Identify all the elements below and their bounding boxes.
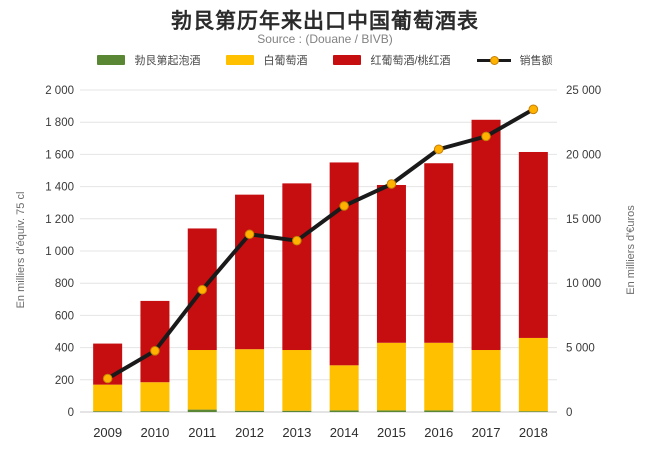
svg-text:1 000: 1 000 xyxy=(45,246,74,258)
svg-text:2015: 2015 xyxy=(377,425,406,440)
chart-title: 勃艮第历年来出口中国葡萄酒表 xyxy=(171,10,479,33)
svg-text:1 800: 1 800 xyxy=(45,117,74,129)
svg-text:2017: 2017 xyxy=(472,425,501,440)
svg-text:10 000: 10 000 xyxy=(566,278,601,290)
legend-label-red-wine: 红葡萄酒/桃红酒 xyxy=(370,55,451,67)
legend-item-red-wine: 红葡萄酒/桃红酒 xyxy=(333,52,451,68)
svg-text:2011: 2011 xyxy=(188,425,216,440)
svg-text:25 000: 25 000 xyxy=(566,85,601,97)
legend-line-dot xyxy=(489,56,499,65)
svg-text:5 000: 5 000 xyxy=(566,343,595,355)
svg-text:1 200: 1 200 xyxy=(45,214,74,226)
legend-label-sales: 销售额 xyxy=(519,55,553,67)
legend-swatch-green xyxy=(97,55,126,65)
svg-text:20 000: 20 000 xyxy=(566,149,601,161)
svg-text:2 000: 2 000 xyxy=(45,85,74,97)
svg-text:400: 400 xyxy=(55,343,74,355)
legend-swatch-red xyxy=(333,55,362,65)
svg-text:2018: 2018 xyxy=(519,425,548,440)
chart-legend: 勃艮第起泡酒 白葡萄酒 红葡萄酒/桃红酒 销售额 xyxy=(0,52,650,68)
legend-label-sparkling: 勃艮第起泡酒 xyxy=(134,55,201,67)
svg-text:2016: 2016 xyxy=(424,425,453,440)
legend-item-sparkling: 勃艮第起泡酒 xyxy=(97,52,200,68)
legend-line-marker-icon xyxy=(476,55,511,65)
svg-text:1 400: 1 400 xyxy=(45,182,74,194)
svg-text:600: 600 xyxy=(55,310,74,322)
svg-text:200: 200 xyxy=(55,375,74,387)
svg-text:2012: 2012 xyxy=(235,425,264,440)
legend-swatch-yellow xyxy=(226,55,255,65)
svg-text:2010: 2010 xyxy=(140,425,169,440)
svg-text:15 000: 15 000 xyxy=(566,214,601,226)
legend-label-white-wine: 白葡萄酒 xyxy=(263,55,308,67)
svg-text:1 600: 1 600 xyxy=(45,149,74,161)
svg-text:2009: 2009 xyxy=(93,425,122,440)
svg-text:0: 0 xyxy=(68,407,74,419)
svg-text:2014: 2014 xyxy=(330,425,359,440)
svg-text:0: 0 xyxy=(566,407,572,419)
legend-item-sales: 销售额 xyxy=(476,52,553,68)
svg-text:2013: 2013 xyxy=(282,425,311,440)
svg-text:800: 800 xyxy=(55,278,74,290)
chart-subtitle: Source : (Douane / BIVB) xyxy=(257,32,393,46)
legend-item-white-wine: 白葡萄酒 xyxy=(226,52,307,68)
